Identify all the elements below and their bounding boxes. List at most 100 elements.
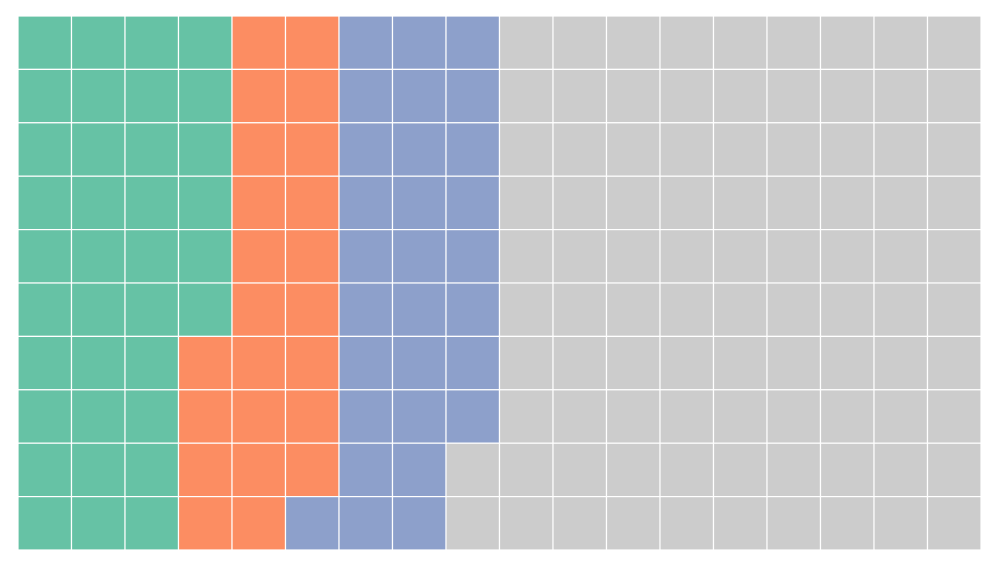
waffle-cell — [552, 335, 608, 391]
waffle-cell — [873, 335, 929, 391]
waffle-cell — [70, 229, 126, 284]
waffle-cell — [338, 442, 394, 498]
waffle-cell — [926, 335, 982, 391]
waffle-cell — [391, 175, 447, 231]
waffle-cell — [712, 15, 768, 71]
waffle-cell — [17, 442, 73, 498]
waffle-cell — [177, 175, 233, 231]
waffle-cell — [766, 122, 822, 177]
waffle-cell — [712, 175, 768, 231]
waffle-cell — [177, 282, 233, 338]
waffle-cell — [873, 229, 929, 284]
waffle-cell — [177, 389, 233, 444]
waffle-cell — [231, 229, 287, 284]
waffle-cell — [659, 175, 715, 231]
waffle-cell — [926, 496, 982, 551]
waffle-cell — [231, 282, 287, 338]
waffle-cell — [819, 122, 875, 177]
waffle-cell — [445, 122, 501, 177]
waffle-cell — [284, 496, 340, 551]
waffle-cell — [124, 282, 180, 338]
waffle-cell — [70, 496, 126, 551]
waffle-cell — [391, 496, 447, 551]
waffle-cell — [338, 122, 394, 177]
waffle-cell — [124, 442, 180, 498]
waffle-cell — [498, 389, 554, 444]
waffle-cell — [819, 496, 875, 551]
waffle-cell — [766, 389, 822, 444]
waffle-cell — [338, 229, 394, 284]
waffle-cell — [445, 442, 501, 498]
waffle-cell — [124, 496, 180, 551]
waffle-cell — [605, 389, 661, 444]
waffle-cell — [70, 122, 126, 177]
waffle-cell — [231, 442, 287, 498]
waffle-cell — [659, 122, 715, 177]
waffle-cell — [552, 496, 608, 551]
waffle-cell — [926, 68, 982, 124]
waffle-cell — [712, 442, 768, 498]
waffle-cell — [605, 15, 661, 71]
waffle-cell — [391, 389, 447, 444]
waffle-cell — [124, 335, 180, 391]
waffle-cell — [284, 335, 340, 391]
waffle-cell — [70, 442, 126, 498]
waffle-cell — [605, 496, 661, 551]
waffle-cell — [926, 175, 982, 231]
waffle-cell — [17, 335, 73, 391]
waffle-cell — [177, 15, 233, 71]
waffle-cell — [391, 229, 447, 284]
waffle-cell — [124, 15, 180, 71]
waffle-cell — [819, 282, 875, 338]
waffle-cell — [552, 15, 608, 71]
waffle-cell — [819, 442, 875, 498]
waffle-cell — [70, 389, 126, 444]
waffle-cell — [124, 175, 180, 231]
waffle-cell — [338, 335, 394, 391]
waffle-cell — [873, 122, 929, 177]
waffle-cell — [926, 389, 982, 444]
waffle-cell — [552, 175, 608, 231]
waffle-cell — [124, 229, 180, 284]
waffle-cell — [445, 68, 501, 124]
waffle-cell — [819, 389, 875, 444]
waffle-cell — [284, 442, 340, 498]
waffle-cell — [391, 335, 447, 391]
waffle-cell — [659, 15, 715, 71]
waffle-cell — [338, 496, 394, 551]
waffle-cell — [70, 282, 126, 338]
waffle-cell — [70, 68, 126, 124]
waffle-cell — [819, 68, 875, 124]
waffle-cell — [659, 335, 715, 391]
waffle-cell — [766, 68, 822, 124]
waffle-cell — [445, 175, 501, 231]
waffle-cell — [766, 15, 822, 71]
waffle-cell — [926, 229, 982, 284]
waffle-cell — [766, 335, 822, 391]
waffle-cell — [552, 389, 608, 444]
waffle-cell — [819, 175, 875, 231]
waffle-cell — [659, 389, 715, 444]
waffle-cell — [17, 389, 73, 444]
waffle-cell — [659, 442, 715, 498]
waffle-cell — [17, 229, 73, 284]
waffle-cell — [498, 122, 554, 177]
waffle-cell — [177, 122, 233, 177]
waffle-cell — [819, 335, 875, 391]
waffle-cell — [445, 229, 501, 284]
waffle-cell — [17, 15, 73, 71]
waffle-cell — [712, 496, 768, 551]
waffle-cell — [552, 68, 608, 124]
waffle-cell — [338, 15, 394, 71]
waffle-cell — [284, 282, 340, 338]
waffle-cell — [498, 229, 554, 284]
waffle-cell — [284, 389, 340, 444]
waffle-cell — [231, 175, 287, 231]
waffle-cell — [552, 229, 608, 284]
waffle-cell — [391, 15, 447, 71]
waffle-cell — [926, 442, 982, 498]
waffle-cell — [17, 282, 73, 338]
waffle-cell — [659, 496, 715, 551]
waffle-cell — [391, 122, 447, 177]
